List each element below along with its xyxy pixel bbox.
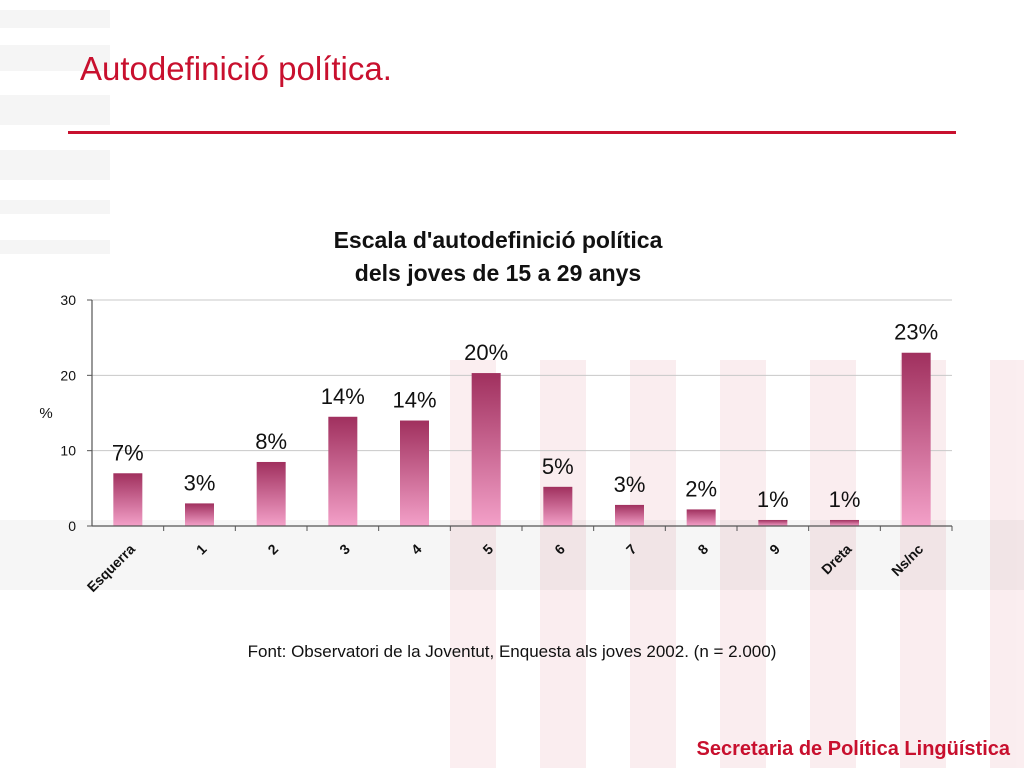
x-tick-label: 7 [623, 541, 640, 558]
bar-ns-nc [901, 352, 931, 526]
y-tick-label: 20 [60, 367, 76, 383]
bar-8 [686, 509, 716, 526]
data-label: 14% [392, 388, 436, 413]
data-label: 2% [685, 476, 717, 501]
chart-title-line-2: dels joves de 15 a 29 anys [355, 260, 641, 286]
bar-4 [400, 420, 429, 526]
y-tick-label: 0 [68, 518, 76, 534]
source-note: Font: Observatori de la Joventut, Enques… [247, 642, 777, 661]
footer-label: Secretaria de Política Lingüística [696, 738, 1010, 760]
bar-5 [471, 373, 501, 526]
bar-2 [256, 461, 286, 526]
bar-9 [758, 519, 788, 526]
x-tick-label: 5 [479, 541, 496, 558]
bar-6 [543, 486, 573, 526]
x-tick-label: 4 [408, 541, 425, 558]
y-tick-label: 10 [60, 443, 76, 459]
bar-chart: Escala d'autodefinició política dels jov… [39, 227, 953, 595]
x-tick-label: 3 [336, 541, 353, 558]
x-tick-label: Dreta [818, 541, 855, 578]
data-label: 14% [321, 384, 365, 409]
data-label: 20% [464, 340, 508, 365]
x-tick-label: 8 [694, 541, 711, 558]
x-tick-label: Esquerra [84, 541, 138, 595]
bar-esquerra [113, 473, 143, 526]
data-label: 7% [112, 440, 144, 465]
data-label: 1% [829, 487, 861, 512]
data-label: 23% [894, 320, 938, 345]
title-divider [68, 131, 956, 134]
x-tick-label: 9 [766, 541, 783, 558]
x-tick-label: Ns/nc [888, 541, 926, 579]
data-label: 8% [255, 429, 287, 454]
chart-title-line-1: Escala d'autodefinició política [334, 227, 663, 253]
bar-3 [328, 416, 358, 526]
data-label: 1% [757, 487, 789, 512]
data-label: 5% [542, 454, 574, 479]
data-label: 3% [184, 470, 216, 495]
bar-7 [615, 504, 644, 526]
slide-title: Autodefinició política. [80, 50, 392, 87]
x-tick-label: 1 [193, 541, 210, 558]
data-label: 3% [614, 472, 646, 497]
y-axis-label: % [39, 405, 52, 422]
x-tick-label: 2 [264, 541, 281, 558]
x-tick-label: 6 [551, 541, 568, 558]
bar-dreta [830, 519, 859, 526]
y-tick-label: 30 [60, 292, 76, 308]
bar-1 [185, 503, 214, 526]
